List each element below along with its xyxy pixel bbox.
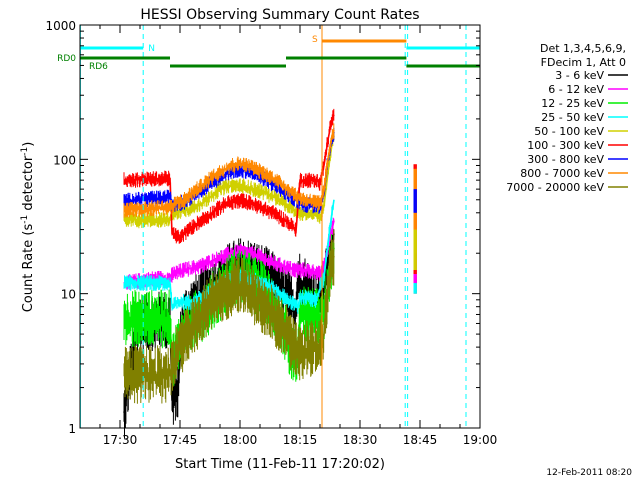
legend-entry-label: 3 - 6 keV — [555, 69, 604, 82]
series-7000_20000keV — [123, 229, 335, 404]
legend: Det 1,3,4,5,6,9,FDecim 1, Att 03 - 6 keV… — [506, 42, 628, 194]
series-line — [123, 129, 335, 211]
series-line — [123, 114, 335, 239]
legend-entry-label: 12 - 25 keV — [541, 97, 604, 110]
legend-header: Det 1,3,4,5,6,9, — [540, 42, 626, 55]
y-tick-label: 1 — [68, 422, 76, 436]
axis-ticks-layer: 17:30 17:45 18:00 18:15 18:30 18:45 19:00 1 10 10… — [45, 19, 497, 447]
state-label-rd0: RD0 — [57, 54, 76, 64]
series-layer — [123, 108, 417, 439]
x-tick-label: 17:30 — [103, 433, 138, 447]
series-100_300keV — [123, 108, 335, 244]
legend-entry-label: 7000 - 20000 keV — [506, 181, 604, 194]
legend-header: FDecim 1, Att 0 — [541, 56, 626, 69]
series-line — [123, 220, 335, 284]
legend-entry-label: 50 - 100 keV — [534, 125, 604, 138]
y-tick-label: 10 — [61, 288, 76, 302]
legend-entry-label: 800 - 7000 keV — [520, 167, 604, 180]
y-axis-label: Count Rate (s-1 detector-1) — [20, 142, 36, 313]
series-line — [124, 255, 335, 376]
y-tick-label: 100 — [53, 153, 76, 167]
y-tick-label: 1000 — [45, 19, 76, 33]
x-tick-label: 19:00 — [463, 433, 498, 447]
state-label-rd6: RD6 — [89, 62, 108, 72]
late-segment — [413, 164, 417, 294]
x-tick-label: 18:00 — [223, 433, 258, 447]
x-axis-label: Start Time (11-Feb-11 17:20:02) — [175, 457, 385, 472]
state-label-n: N — [148, 44, 155, 54]
legend-entry-label: 25 - 50 keV — [541, 111, 604, 124]
x-tick-label: 18:45 — [403, 433, 438, 447]
x-tick-label: 18:30 — [343, 433, 378, 447]
footer-date: 12-Feb-2011 08:20 — [546, 468, 632, 478]
series-line — [123, 135, 335, 222]
legend-entry-label: 6 - 12 keV — [548, 83, 604, 96]
x-tick-label: 17:45 — [163, 433, 198, 447]
x-tick-label: 18:15 — [283, 433, 318, 447]
legend-entry-label: 300 - 800 keV — [527, 153, 604, 166]
series-line — [124, 199, 335, 309]
legend-entry-label: 100 - 300 keV — [527, 139, 604, 152]
series-800_7000keV — [123, 123, 335, 218]
chart-title: HESSI Observing Summary Count Rates — [140, 7, 419, 23]
state-label-s: S — [312, 35, 318, 45]
state-bars-layer: N S RD0 RD6 — [57, 35, 480, 72]
